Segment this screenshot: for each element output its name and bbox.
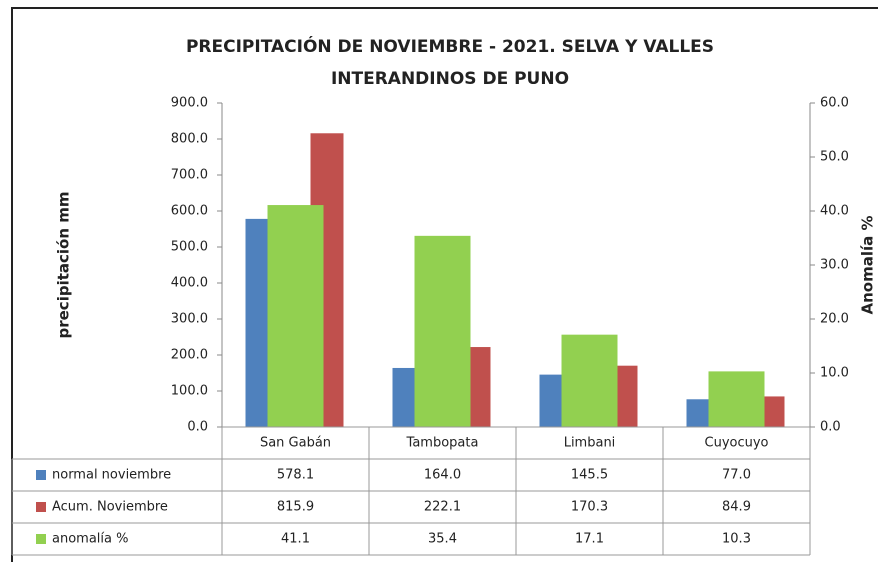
y-tick-label: 800.0 xyxy=(171,132,208,147)
x-tick-label: Tambopata xyxy=(406,436,479,451)
table-value: 84.9 xyxy=(722,500,751,515)
table-value: 222.1 xyxy=(424,500,461,515)
table-value: 35.4 xyxy=(428,532,457,547)
legend-key xyxy=(36,470,46,480)
y-tick-label: 0.0 xyxy=(187,420,208,435)
y-tick-label: 900.0 xyxy=(171,96,208,111)
bar xyxy=(561,334,618,427)
chart-title: INTERANDINOS DE PUNO xyxy=(331,69,569,89)
y-tick-label: 300.0 xyxy=(171,312,208,327)
x-tick-label: Limbani xyxy=(564,436,616,451)
y2-tick-label: 0.0 xyxy=(820,420,841,435)
table-value: 77.0 xyxy=(722,468,751,483)
table-value: 164.0 xyxy=(424,468,461,483)
y-tick-label: 500.0 xyxy=(171,240,208,255)
x-tick-label: Cuyocuyo xyxy=(705,436,769,451)
table-value: 815.9 xyxy=(277,500,314,515)
y-tick-label: 700.0 xyxy=(171,168,208,183)
y2-tick-label: 50.0 xyxy=(820,150,849,165)
y-tick-label: 200.0 xyxy=(171,348,208,363)
table-value: 41.1 xyxy=(281,532,310,547)
y2-tick-label: 10.0 xyxy=(820,366,849,381)
chart-title: PRECIPITACIÓN DE NOVIEMBRE - 2021. SELVA… xyxy=(186,35,714,57)
y-tick-label: 100.0 xyxy=(171,384,208,399)
legend-key xyxy=(36,502,46,512)
legend-label: Acum. Noviembre xyxy=(52,500,168,515)
legend-key xyxy=(36,534,46,544)
bar xyxy=(414,235,471,427)
y2-tick-label: 60.0 xyxy=(820,96,849,111)
table-value: 578.1 xyxy=(277,468,314,483)
y2-axis-title: Anomalía % xyxy=(859,215,877,314)
y2-tick-label: 30.0 xyxy=(820,258,849,273)
bar xyxy=(708,371,765,427)
y-tick-label: 600.0 xyxy=(171,204,208,219)
table-value: 10.3 xyxy=(722,532,751,547)
legend-label: normal noviembre xyxy=(52,468,171,483)
bar xyxy=(267,205,324,427)
y-tick-label: 400.0 xyxy=(171,276,208,291)
x-tick-label: San Gabán xyxy=(260,436,331,451)
legend-label: anomalía % xyxy=(52,532,128,547)
y-axis-title: precipitación mm xyxy=(55,191,73,338)
table-value: 170.3 xyxy=(571,500,608,515)
y2-tick-label: 20.0 xyxy=(820,312,849,327)
y2-tick-label: 40.0 xyxy=(820,204,849,219)
table-value: 145.5 xyxy=(571,468,608,483)
table-value: 17.1 xyxy=(575,532,604,547)
